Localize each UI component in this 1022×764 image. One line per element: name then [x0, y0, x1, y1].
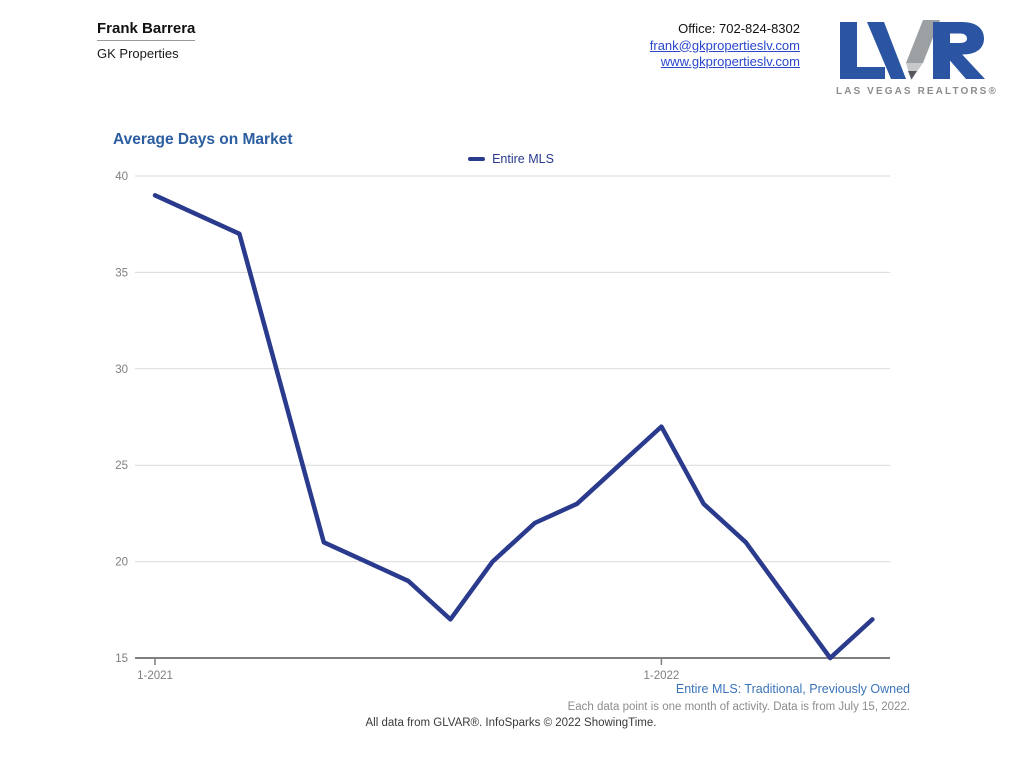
- pencil-icon: [906, 20, 940, 80]
- contact-block: Office: 702-824-8302 frank@gkpropertiesl…: [650, 21, 800, 71]
- letter-v-shape: [867, 22, 906, 79]
- y-tick-label: 20: [115, 557, 128, 569]
- series-line-entire-mls: [152, 193, 875, 661]
- agent-company: GK Properties: [97, 46, 179, 61]
- chart-notes: Entire MLS: Traditional, Previously Owne…: [568, 681, 910, 716]
- y-tick-label: 25: [115, 460, 128, 472]
- x-tick-label: 1-2021: [137, 670, 173, 682]
- y-tick-label: 15: [115, 653, 128, 665]
- y-tick-label: 40: [115, 171, 128, 183]
- y-tick-label: 30: [115, 364, 128, 376]
- legend: Entire MLS: [0, 152, 1022, 166]
- agent-block: Frank Barrera GK Properties: [97, 20, 196, 61]
- office-phone: Office: 702-824-8302: [678, 21, 800, 36]
- chart-title: Average Days on Market: [113, 131, 293, 148]
- y-tick-label: 35: [115, 267, 128, 279]
- email-link[interactable]: frank@gkpropertieslv.com: [649, 37, 800, 53]
- data-note: Each data point is one month of activity…: [567, 701, 910, 713]
- letter-r-shape: [933, 22, 985, 79]
- letter-l-shape: [840, 22, 885, 79]
- lvr-logo: LAS VEGAS REALTORS®: [836, 20, 998, 97]
- legend-swatch: [468, 156, 486, 162]
- series-note: Entire MLS: Traditional, Previously Owne…: [675, 682, 910, 696]
- lvr-logo-graphic: [840, 20, 985, 80]
- agent-name: Frank Barrera: [97, 20, 196, 41]
- website-link[interactable]: www.gkpropertieslv.com: [660, 54, 800, 69]
- source-note: All data from GLVAR®. InfoSparks © 2022 …: [365, 717, 657, 729]
- logo-tagline: LAS VEGAS REALTORS®: [836, 86, 998, 97]
- legend-label: Entire MLS: [492, 152, 554, 166]
